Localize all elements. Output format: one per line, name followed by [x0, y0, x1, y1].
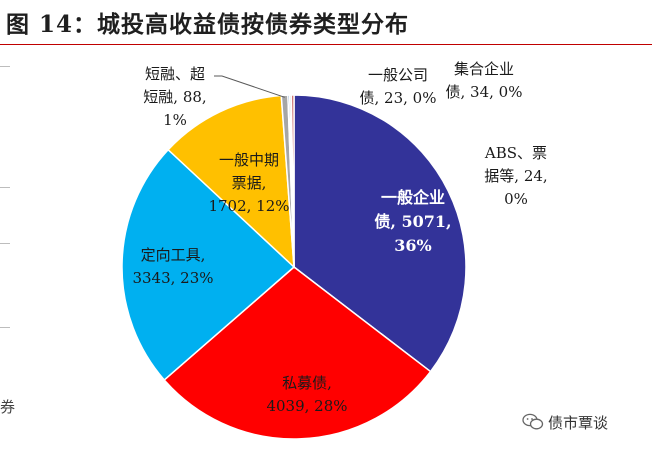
left-frame-fragment [0, 243, 10, 247]
slice-label-line: 1702, 12% [208, 197, 290, 215]
slice-label-集合企业债: 集合企业债, 34, 0% [434, 58, 534, 104]
slice-label-一般公司债: 一般公司债, 23, 0% [348, 64, 448, 110]
leader-line [214, 75, 285, 98]
left-frame-fragment [0, 66, 10, 70]
pie-slice [167, 94, 295, 269]
slice-label-line: 债, 5071, [374, 212, 452, 231]
slice-label-line: 集合企业 [453, 60, 514, 78]
watermark-text: 债市覃谈 [548, 413, 609, 432]
pie-slice [293, 94, 467, 373]
left-frame-fragment [0, 187, 10, 191]
title-bar: 图 14：城投高收益债按债券类型分布 [0, 0, 652, 44]
slice-label-短融超短融: 短融、超短融, 88, 1% [128, 63, 222, 132]
slice-label-line: ABS、票 [484, 144, 548, 162]
slice-label-定向工具: 定向工具, 3343, 23% [123, 244, 223, 290]
slice-label-line: 4039, 28% [266, 397, 348, 415]
slice-label-line: 36% [394, 236, 432, 255]
slice-label-line: 1% [163, 111, 187, 129]
slice-label-私募债: 私募债, 4039, 28% [252, 372, 362, 418]
chart-title: 图 14：城投高收益债按债券类型分布 [6, 11, 410, 38]
slice-label-line: 票据, [231, 174, 267, 192]
slice-label-line: 一般中期 [218, 151, 279, 169]
pie-slice [163, 266, 432, 440]
slice-label-一般企业债: 一般企业债, 5071, 36% [367, 186, 459, 258]
left-frame-fragment [0, 327, 10, 331]
slice-label-line: 私募债, [282, 374, 332, 392]
slice-label-line: 0% [504, 190, 528, 208]
slice-label-line: 一般企业 [380, 188, 445, 207]
pie-slice [121, 148, 296, 381]
slice-label-line: 短融, 88, [143, 88, 207, 106]
slice-label-ABS票据等: ABS、票据等, 24, 0% [466, 142, 566, 211]
slice-label-line: 3343, 23% [132, 269, 214, 287]
watermark: 债市覃谈 [522, 411, 608, 433]
pie-slice [290, 94, 295, 268]
slice-label-line: 据等, 24, [484, 167, 548, 185]
slice-label-一般中期票据: 一般中期票据, 1702, 12% [199, 149, 299, 218]
slice-label-line: 债, 34, 0% [445, 83, 523, 101]
stray-glyph: 券 [0, 398, 16, 416]
title-rule [0, 44, 652, 45]
wechat-icon [522, 413, 544, 431]
slice-label-line: 短融、超 [144, 65, 205, 83]
slice-label-line: 一般公司 [367, 66, 428, 84]
slice-label-line: 定向工具, [140, 246, 206, 264]
slice-label-line: 债, 23, 0% [359, 89, 437, 107]
